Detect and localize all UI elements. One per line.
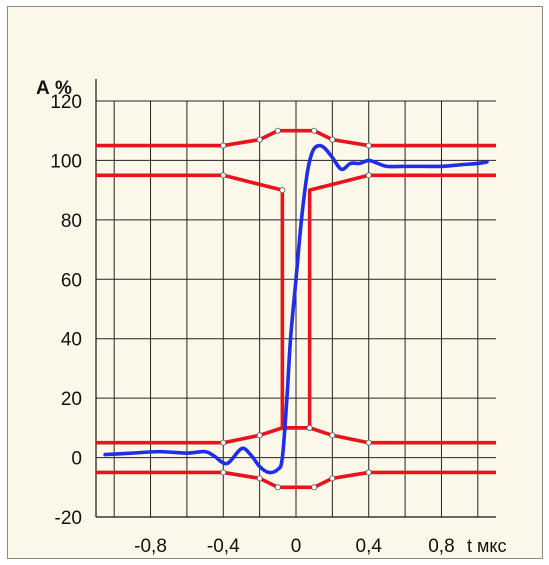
x-tick-label: 0,4 [356, 536, 383, 557]
y-tick-label: 0 [71, 449, 82, 470]
x-tick-label: -0,4 [207, 536, 240, 557]
limit-marker [365, 439, 372, 446]
limit-marker [279, 187, 286, 194]
y-tick-label: 40 [61, 330, 82, 351]
limit-marker [220, 439, 227, 446]
series-group [96, 128, 496, 490]
chart-frame: 120 100 80 60 40 20 0 -20 -0,8 -0,4 0 0,4 0,8 А % t … [7, 6, 543, 559]
y-tick-label: 100 [50, 151, 82, 172]
limit-marker [256, 136, 263, 143]
limit-marker [274, 484, 281, 491]
limit-marker [329, 136, 336, 143]
y-axis-title: А % [36, 78, 72, 99]
signal-curve [103, 143, 489, 475]
marker-group [220, 127, 372, 491]
limit-line-lower-limit-top [96, 426, 496, 445]
limit-marker [220, 469, 227, 476]
limit-line-upper-limit-top [96, 128, 496, 148]
limit-marker [306, 424, 313, 431]
limit-marker [256, 475, 263, 482]
limit-marker [311, 127, 318, 134]
label-group: 120 100 80 60 40 20 0 -20 -0,8 -0,4 0 0,4 0,8 [50, 92, 454, 557]
y-tick-label: 60 [61, 270, 82, 291]
limit-marker [256, 432, 263, 439]
x-tick-label: -0,8 [134, 536, 167, 557]
x-tick-label: 0,8 [428, 536, 454, 557]
y-tick-label: 80 [61, 211, 82, 232]
limit-marker [220, 142, 227, 149]
y-tick-label: 120 [50, 92, 82, 113]
limit-marker [365, 172, 372, 179]
limit-marker [329, 475, 336, 482]
grid [96, 100, 496, 518]
step-response-chart: 120 100 80 60 40 20 0 -20 -0,8 -0,4 0 0,4 0,8 А % t … [36, 78, 506, 557]
limit-marker [329, 432, 336, 439]
x-tick-label: 0 [291, 536, 302, 557]
y-tick-label: 20 [61, 389, 82, 410]
limit-line-lower-limit-bottom [96, 470, 496, 490]
x-axis-title: t мкс [467, 536, 506, 556]
y-tick-label: -20 [55, 508, 82, 529]
limit-marker [311, 484, 318, 491]
limit-marker [220, 172, 227, 179]
limit-marker [365, 469, 372, 476]
limit-marker [365, 142, 372, 149]
limit-marker [274, 127, 281, 134]
